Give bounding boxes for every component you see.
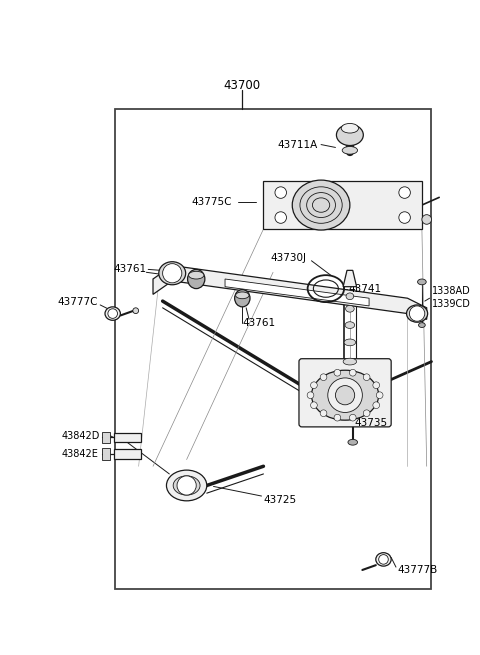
Ellipse shape	[236, 292, 249, 299]
Bar	[114, 449, 141, 458]
Polygon shape	[153, 265, 427, 320]
Ellipse shape	[189, 271, 204, 279]
Circle shape	[422, 215, 432, 224]
Circle shape	[307, 392, 314, 398]
Polygon shape	[343, 271, 357, 287]
Circle shape	[163, 264, 182, 283]
Circle shape	[376, 392, 383, 398]
Text: 43735: 43735	[355, 418, 388, 428]
Circle shape	[336, 386, 355, 405]
Circle shape	[399, 187, 410, 198]
Circle shape	[328, 378, 362, 413]
Ellipse shape	[346, 305, 354, 312]
Polygon shape	[264, 181, 422, 229]
Ellipse shape	[188, 269, 205, 289]
Circle shape	[379, 555, 388, 564]
Circle shape	[320, 374, 327, 381]
Circle shape	[409, 306, 425, 321]
Ellipse shape	[133, 308, 139, 314]
Circle shape	[334, 369, 341, 376]
Ellipse shape	[336, 124, 363, 145]
Circle shape	[349, 415, 356, 421]
Ellipse shape	[418, 279, 426, 285]
Ellipse shape	[173, 476, 200, 495]
Ellipse shape	[346, 293, 354, 299]
Text: 43842E: 43842E	[62, 449, 99, 458]
Polygon shape	[225, 279, 369, 306]
Ellipse shape	[159, 262, 186, 285]
Bar	[102, 448, 110, 460]
Bar	[115, 109, 432, 590]
Bar	[114, 433, 141, 442]
Bar	[102, 432, 110, 443]
Text: 1338AD: 1338AD	[432, 286, 470, 297]
Text: 1339CD: 1339CD	[432, 299, 470, 309]
Text: 43730J: 43730J	[270, 253, 306, 263]
Circle shape	[177, 476, 196, 495]
Circle shape	[275, 187, 287, 198]
Text: 43842D: 43842D	[62, 430, 100, 441]
Ellipse shape	[342, 147, 358, 154]
Circle shape	[363, 374, 370, 381]
Ellipse shape	[407, 305, 428, 322]
Circle shape	[373, 402, 380, 409]
Text: 43777C: 43777C	[57, 297, 97, 307]
Text: 43775C: 43775C	[192, 197, 232, 207]
Circle shape	[311, 402, 317, 409]
Ellipse shape	[312, 370, 379, 420]
Ellipse shape	[376, 553, 391, 566]
Ellipse shape	[348, 440, 358, 445]
Circle shape	[311, 382, 317, 388]
Circle shape	[399, 212, 410, 223]
Circle shape	[363, 410, 370, 417]
Circle shape	[320, 410, 327, 417]
Circle shape	[334, 415, 341, 421]
Circle shape	[349, 369, 356, 376]
Ellipse shape	[105, 307, 120, 320]
Text: 43711A: 43711A	[278, 140, 318, 149]
Ellipse shape	[167, 470, 207, 501]
Text: 43777B: 43777B	[398, 565, 438, 575]
Ellipse shape	[345, 322, 355, 328]
Circle shape	[275, 212, 287, 223]
Text: 43761: 43761	[113, 265, 146, 274]
Ellipse shape	[341, 123, 359, 133]
Circle shape	[108, 309, 118, 318]
Text: 43741: 43741	[348, 284, 381, 293]
Ellipse shape	[419, 323, 425, 328]
Ellipse shape	[343, 358, 357, 365]
FancyBboxPatch shape	[299, 359, 391, 427]
Text: 43700: 43700	[224, 79, 261, 92]
Ellipse shape	[235, 290, 250, 307]
Text: 43725: 43725	[264, 495, 297, 505]
Ellipse shape	[344, 339, 356, 346]
Circle shape	[373, 382, 380, 388]
Text: 43761: 43761	[242, 318, 276, 328]
Ellipse shape	[292, 180, 350, 230]
